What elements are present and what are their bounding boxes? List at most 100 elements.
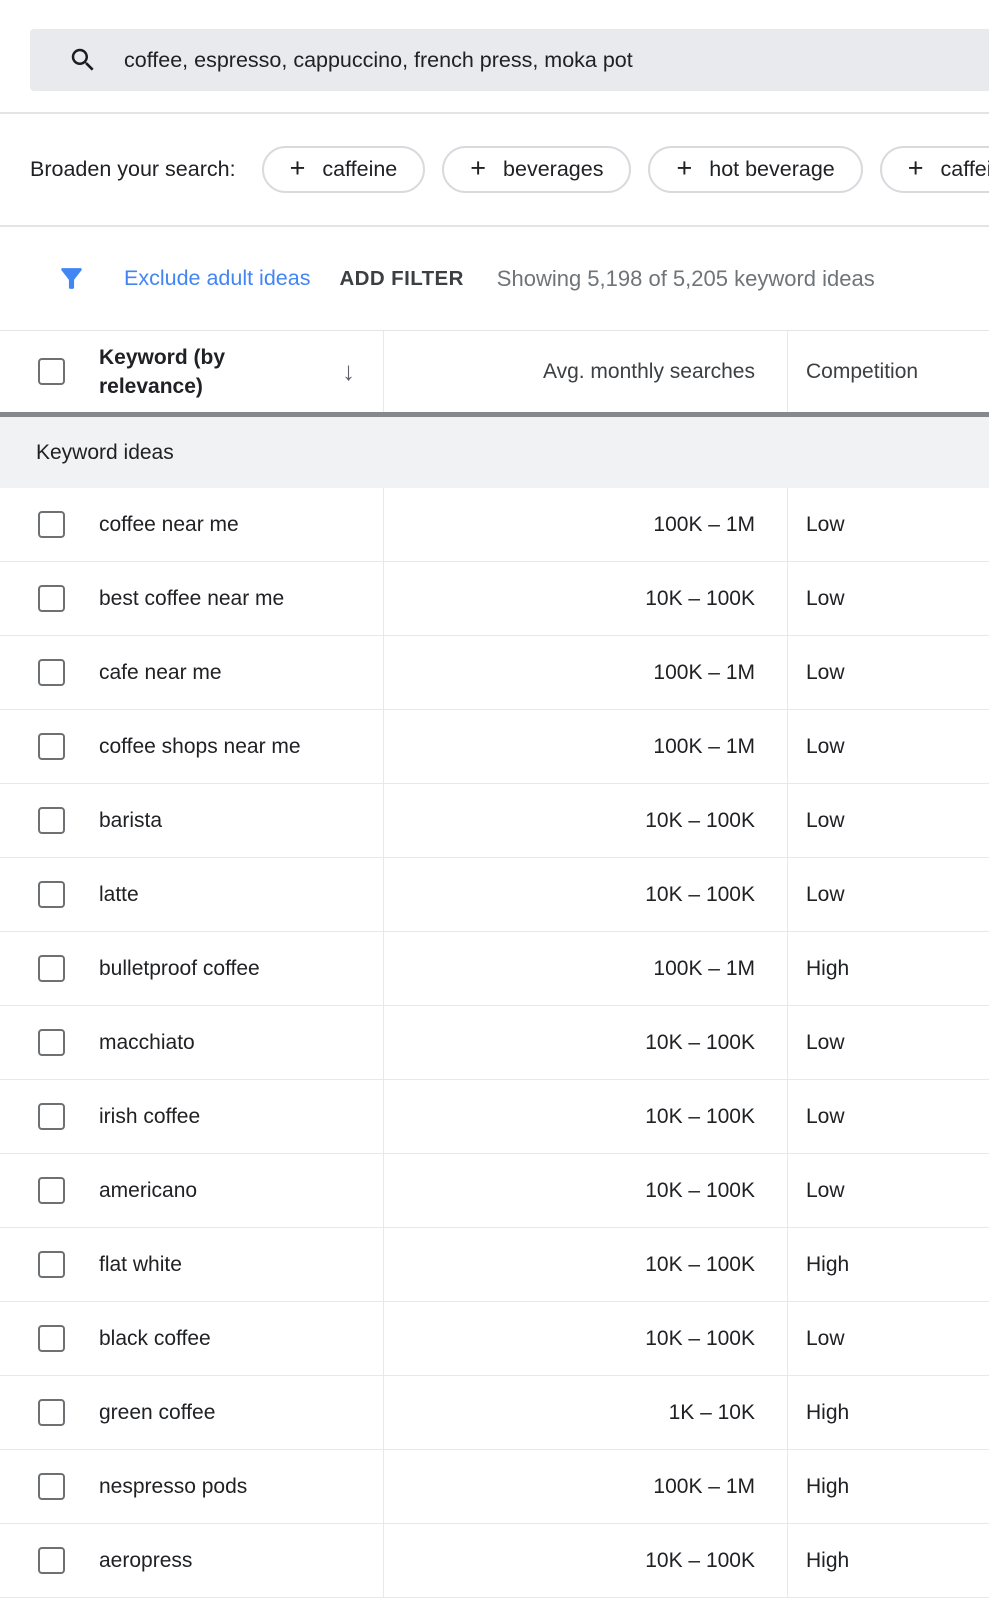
competition-value: Low bbox=[787, 784, 989, 857]
avg-monthly-searches-value: 100K – 1M bbox=[383, 710, 787, 783]
table-row: macchiato 10K – 100K Low bbox=[0, 1006, 989, 1080]
keyword-label: nespresso pods bbox=[99, 1475, 247, 1499]
avg-monthly-searches-value: 10K – 100K bbox=[383, 1154, 787, 1227]
keyword-label: black coffee bbox=[99, 1327, 211, 1351]
row-checkbox[interactable] bbox=[38, 807, 65, 834]
broaden-chip[interactable]: + hot beverage bbox=[648, 146, 862, 193]
competition-value: Low bbox=[787, 488, 989, 561]
row-checkbox[interactable] bbox=[38, 733, 65, 760]
avg-monthly-searches-value: 10K – 100K bbox=[383, 1302, 787, 1375]
table-row: black coffee 10K – 100K Low bbox=[0, 1302, 989, 1376]
table-row: best coffee near me 10K – 100K Low bbox=[0, 562, 989, 636]
competition-value: Low bbox=[787, 1302, 989, 1375]
keyword-label: coffee shops near me bbox=[99, 735, 301, 759]
plus-icon: + bbox=[470, 155, 486, 182]
row-checkbox[interactable] bbox=[38, 881, 65, 908]
broaden-chip[interactable]: + caffein bbox=[880, 146, 989, 193]
sort-descending-icon[interactable]: ↓ bbox=[342, 356, 355, 387]
table-row: nespresso pods 100K – 1M High bbox=[0, 1450, 989, 1524]
keyword-label: best coffee near me bbox=[99, 587, 284, 611]
avg-monthly-searches-value: 10K – 100K bbox=[383, 1524, 787, 1597]
table-row: bulletproof coffee 100K – 1M High bbox=[0, 932, 989, 1006]
competition-value: High bbox=[787, 1376, 989, 1449]
search-query-text: coffee, espresso, cappuccino, french pre… bbox=[124, 48, 633, 73]
table-row: flat white 10K – 100K High bbox=[0, 1228, 989, 1302]
avg-monthly-searches-value: 10K – 100K bbox=[383, 1228, 787, 1301]
keyword-column-header[interactable]: Keyword (by relevance) bbox=[99, 343, 269, 401]
table-body: coffee near me 100K – 1M Low best coffee… bbox=[0, 488, 989, 1598]
avg-monthly-searches-value: 1K – 10K bbox=[383, 1376, 787, 1449]
table-row: green coffee 1K – 10K High bbox=[0, 1376, 989, 1450]
keyword-label: cafe near me bbox=[99, 661, 222, 685]
keyword-search-input[interactable]: coffee, espresso, cappuccino, french pre… bbox=[30, 29, 989, 91]
exclude-adult-ideas-link[interactable]: Exclude adult ideas bbox=[124, 266, 310, 291]
broaden-chip[interactable]: + beverages bbox=[442, 146, 631, 193]
keyword-label: irish coffee bbox=[99, 1105, 200, 1129]
plus-icon: + bbox=[290, 155, 306, 182]
competition-value: High bbox=[787, 932, 989, 1005]
competition-value: High bbox=[787, 1228, 989, 1301]
table-header-row: Keyword (by relevance) ↓ Avg. monthly se… bbox=[0, 331, 989, 412]
keyword-label: aeropress bbox=[99, 1549, 192, 1573]
broaden-chip-label: hot beverage bbox=[709, 157, 835, 182]
showing-count-text: Showing 5,198 of 5,205 keyword ideas bbox=[497, 266, 875, 292]
competition-value: Low bbox=[787, 1080, 989, 1153]
avg-monthly-searches-value: 100K – 1M bbox=[383, 1450, 787, 1523]
broaden-chip-label: beverages bbox=[503, 157, 603, 182]
keyword-label: bulletproof coffee bbox=[99, 957, 260, 981]
row-checkbox[interactable] bbox=[38, 1251, 65, 1278]
avg-monthly-searches-value: 10K – 100K bbox=[383, 1080, 787, 1153]
competition-value: Low bbox=[787, 858, 989, 931]
table-row: cafe near me 100K – 1M Low bbox=[0, 636, 989, 710]
table-row: coffee near me 100K – 1M Low bbox=[0, 488, 989, 562]
keyword-label: green coffee bbox=[99, 1401, 215, 1425]
avg-monthly-searches-value: 10K – 100K bbox=[383, 784, 787, 857]
plus-icon: + bbox=[676, 155, 692, 182]
broaden-search-label: Broaden your search: bbox=[30, 157, 236, 182]
avg-monthly-searches-value: 100K – 1M bbox=[383, 932, 787, 1005]
row-checkbox[interactable] bbox=[38, 1103, 65, 1130]
table-row: irish coffee 10K – 100K Low bbox=[0, 1080, 989, 1154]
competition-column-header[interactable]: Competition bbox=[787, 331, 989, 412]
avg-monthly-searches-column-header[interactable]: Avg. monthly searches bbox=[383, 331, 787, 412]
competition-value: Low bbox=[787, 1006, 989, 1079]
row-checkbox[interactable] bbox=[38, 659, 65, 686]
avg-monthly-searches-value: 100K – 1M bbox=[383, 636, 787, 709]
avg-monthly-searches-value: 10K – 100K bbox=[383, 858, 787, 931]
row-checkbox[interactable] bbox=[38, 1547, 65, 1574]
plus-icon: + bbox=[908, 155, 924, 182]
filter-bar: Exclude adult ideas ADD FILTER Showing 5… bbox=[0, 227, 989, 330]
competition-value: Low bbox=[787, 1154, 989, 1227]
avg-monthly-searches-value: 10K – 100K bbox=[383, 562, 787, 635]
row-checkbox[interactable] bbox=[38, 955, 65, 982]
keyword-label: latte bbox=[99, 883, 139, 907]
competition-value: Low bbox=[787, 562, 989, 635]
keyword-label: barista bbox=[99, 809, 162, 833]
broaden-chip-label: caffein bbox=[941, 157, 989, 182]
competition-value: Low bbox=[787, 710, 989, 783]
broaden-chip[interactable]: + caffeine bbox=[262, 146, 426, 193]
competition-value: High bbox=[787, 1524, 989, 1597]
select-all-checkbox[interactable] bbox=[38, 358, 65, 385]
keyword-label: coffee near me bbox=[99, 513, 239, 537]
avg-monthly-searches-value: 100K – 1M bbox=[383, 488, 787, 561]
row-checkbox[interactable] bbox=[38, 1399, 65, 1426]
keyword-ideas-table: Keyword (by relevance) ↓ Avg. monthly se… bbox=[0, 330, 989, 1598]
row-checkbox[interactable] bbox=[38, 585, 65, 612]
row-checkbox[interactable] bbox=[38, 1325, 65, 1352]
table-row: aeropress 10K – 100K High bbox=[0, 1524, 989, 1598]
table-row: barista 10K – 100K Low bbox=[0, 784, 989, 858]
add-filter-button[interactable]: ADD FILTER bbox=[339, 267, 463, 291]
row-checkbox[interactable] bbox=[38, 1473, 65, 1500]
avg-monthly-searches-value: 10K – 100K bbox=[383, 1006, 787, 1079]
filter-funnel-icon[interactable] bbox=[56, 263, 87, 294]
row-checkbox[interactable] bbox=[38, 1029, 65, 1056]
competition-value: High bbox=[787, 1450, 989, 1523]
row-checkbox[interactable] bbox=[38, 511, 65, 538]
broaden-chip-label: caffeine bbox=[322, 157, 397, 182]
search-icon bbox=[68, 45, 98, 75]
table-row: coffee shops near me 100K – 1M Low bbox=[0, 710, 989, 784]
keyword-label: macchiato bbox=[99, 1031, 195, 1055]
row-checkbox[interactable] bbox=[38, 1177, 65, 1204]
table-row: latte 10K – 100K Low bbox=[0, 858, 989, 932]
